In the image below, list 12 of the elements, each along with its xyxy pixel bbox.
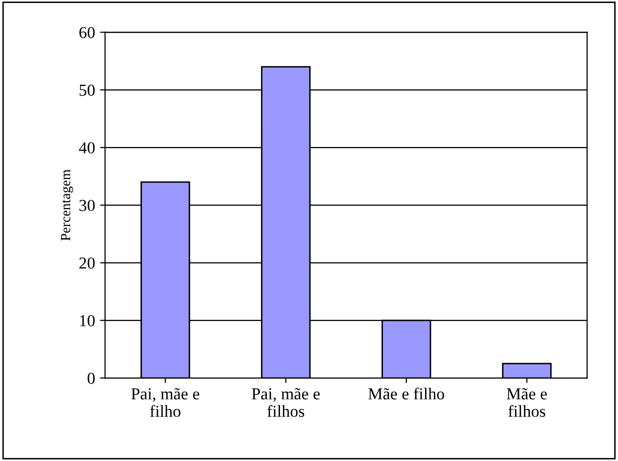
x-tick-label: Pai, mãe e filho [131, 388, 200, 417]
y-tick-label: 20 [79, 257, 95, 269]
x-tick-label: Mãe e filho [368, 388, 444, 400]
x-tick-label: Mãe e filhos [506, 388, 547, 417]
y-tick-label: 50 [80, 84, 95, 96]
x-tick-label: Pai, mãe e filhos [252, 388, 320, 417]
y-axis-title: Percentagem [61, 170, 74, 241]
y-tick-label: 40 [78, 142, 95, 154]
y-tick-label: 10 [80, 315, 95, 326]
y-tick-label: 0 [88, 372, 95, 384]
y-tick-label: 30 [79, 200, 95, 212]
y-tick-label: 60 [79, 26, 95, 38]
